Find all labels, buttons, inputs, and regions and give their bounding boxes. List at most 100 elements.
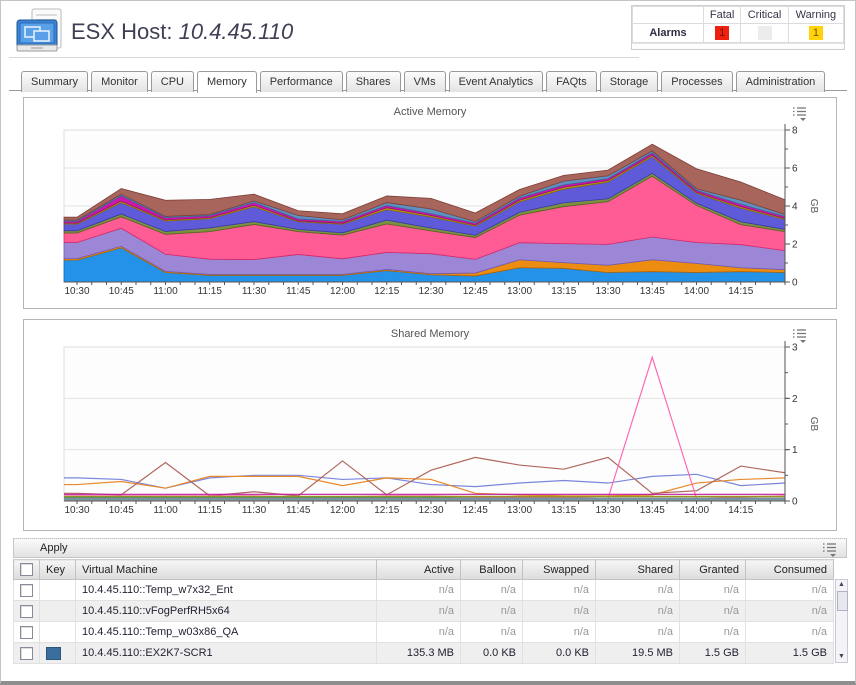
row-checkbox[interactable] bbox=[20, 583, 33, 597]
shared-memory-panel: Shared Memory 10:30 10:45 11:00 11:15 11:30 1… bbox=[23, 319, 837, 531]
scroll-down-icon[interactable]: ▼ bbox=[838, 653, 845, 660]
svg-text:1: 1 bbox=[792, 445, 798, 456]
col-granted: Granted bbox=[679, 559, 746, 580]
svg-text:6: 6 bbox=[792, 164, 798, 175]
svg-text:13:45: 13:45 bbox=[640, 505, 665, 516]
tab-faqts[interactable]: FAQts bbox=[546, 71, 597, 92]
svg-text:10:30: 10:30 bbox=[64, 505, 89, 516]
svg-text:3: 3 bbox=[792, 343, 798, 354]
vm-name: 10.4.45.110::Temp_w03x86_QA bbox=[75, 621, 377, 643]
tab-cpu[interactable]: CPU bbox=[150, 71, 194, 92]
tab-shares[interactable]: Shares bbox=[345, 71, 401, 92]
svg-text:11:45: 11:45 bbox=[286, 505, 311, 516]
vm-name: 10.4.45.110::vFogPerfRH5x64 bbox=[75, 600, 377, 622]
vm-name: 10.4.45.110::Temp_w7x32_Ent bbox=[75, 579, 377, 601]
host-ip: 10.4.45.110 bbox=[178, 19, 294, 44]
svg-text:11:45: 11:45 bbox=[286, 286, 311, 297]
tab-administration[interactable]: Administration bbox=[735, 71, 826, 92]
tab-processes[interactable]: Processes bbox=[661, 71, 733, 92]
tab-summary[interactable]: Summary bbox=[21, 71, 89, 92]
alarms-col-critical: Critical bbox=[740, 6, 789, 24]
vm-memory-table: Key Virtual Machine Active Balloon Swapp… bbox=[13, 559, 834, 664]
col-swapped: Swapped bbox=[522, 559, 596, 580]
table-options-icon[interactable] bbox=[822, 542, 838, 557]
svg-text:12:30: 12:30 bbox=[418, 505, 443, 516]
svg-text:0: 0 bbox=[792, 497, 798, 508]
apply-bar: Apply bbox=[13, 538, 847, 558]
svg-text:12:15: 12:15 bbox=[374, 505, 399, 516]
alarms-col-fatal: Fatal bbox=[702, 6, 742, 24]
active-memory-title: Active Memory bbox=[393, 106, 467, 118]
table-scrollbar[interactable]: ▲ ▼ bbox=[835, 579, 848, 663]
svg-text:2: 2 bbox=[792, 240, 798, 251]
svg-text:10:30: 10:30 bbox=[64, 286, 89, 297]
svg-text:11:00: 11:00 bbox=[153, 286, 178, 297]
svg-text:11:00: 11:00 bbox=[153, 505, 178, 516]
table-header-row: Key Virtual Machine Active Balloon Swapp… bbox=[13, 559, 834, 580]
warning-alarm-badge[interactable]: 1 bbox=[808, 26, 823, 40]
table-row[interactable]: 10.4.45.110::Temp_w03x86_QA n/a n/a n/a … bbox=[13, 621, 834, 643]
svg-text:10:45: 10:45 bbox=[109, 505, 134, 516]
svg-text:13:30: 13:30 bbox=[595, 286, 620, 297]
chart-options-icon[interactable] bbox=[792, 106, 808, 121]
page-title-prefix: ESX Host: bbox=[71, 19, 173, 44]
alarms-widget: Fatal Critical Warning Alarms 1 1 bbox=[631, 5, 845, 50]
svg-text:GB: GB bbox=[808, 199, 819, 214]
tab-vms[interactable]: VMs bbox=[403, 71, 446, 92]
row-checkbox[interactable] bbox=[20, 625, 33, 639]
svg-text:12:00: 12:00 bbox=[330, 286, 355, 297]
svg-text:11:15: 11:15 bbox=[198, 286, 223, 297]
series-key-swatch bbox=[46, 646, 61, 660]
svg-text:0: 0 bbox=[792, 278, 798, 289]
svg-text:14:00: 14:00 bbox=[684, 286, 709, 297]
svg-text:14:15: 14:15 bbox=[728, 286, 753, 297]
svg-text:10:45: 10:45 bbox=[109, 286, 134, 297]
col-balloon: Balloon bbox=[460, 559, 523, 580]
svg-text:13:15: 13:15 bbox=[551, 505, 576, 516]
tab-performance[interactable]: Performance bbox=[259, 71, 343, 92]
active-memory-chart: 10:30 10:45 11:00 11:15 11:30 11:45 12:00 12:15… bbox=[63, 124, 819, 297]
tab-storage[interactable]: Storage bbox=[599, 71, 659, 92]
col-virtual-machine: Virtual Machine bbox=[75, 559, 377, 580]
row-checkbox[interactable] bbox=[20, 604, 33, 618]
shared-memory-chart: 10:30 10:45 11:00 11:15 11:30 11:45 12:00 12:15… bbox=[63, 341, 819, 516]
row-checkbox[interactable] bbox=[20, 646, 33, 660]
vm-name: 10.4.45.110::EX2K7-SCR1 bbox=[75, 642, 377, 664]
svg-text:14:00: 14:00 bbox=[684, 505, 709, 516]
scrollbar-thumb[interactable] bbox=[837, 591, 848, 611]
svg-text:12:15: 12:15 bbox=[374, 286, 399, 297]
alarms-col-warning: Warning bbox=[787, 6, 845, 24]
select-all-checkbox[interactable] bbox=[20, 563, 33, 576]
svg-text:11:15: 11:15 bbox=[198, 505, 223, 516]
svg-text:12:00: 12:00 bbox=[330, 505, 355, 516]
active-memory-panel: Active Memory 10:30 10:45 11:00 11:15 11:30 1… bbox=[23, 97, 837, 309]
tab-bar: Summary Monitor CPU Memory Performance Shares… bbox=[9, 70, 847, 93]
svg-text:13:00: 13:00 bbox=[507, 505, 532, 516]
svg-text:13:15: 13:15 bbox=[551, 286, 576, 297]
col-key: Key bbox=[39, 559, 76, 580]
svg-text:12:30: 12:30 bbox=[418, 286, 443, 297]
table-row[interactable]: 10.4.45.110::EX2K7-SCR1 135.3 MB 0.0 KB … bbox=[13, 642, 834, 664]
svg-text:13:45: 13:45 bbox=[640, 286, 665, 297]
alarms-footer bbox=[632, 43, 844, 49]
tab-memory[interactable]: Memory bbox=[196, 71, 257, 93]
shared-memory-title: Shared Memory bbox=[390, 328, 470, 340]
apply-button[interactable]: Apply bbox=[40, 542, 68, 554]
chart-options-icon[interactable] bbox=[792, 328, 808, 343]
svg-text:14:15: 14:15 bbox=[728, 505, 753, 516]
page-title: ESX Host: 10.4.45.110 bbox=[71, 19, 293, 45]
col-consumed: Consumed bbox=[745, 559, 834, 580]
tab-event-analytics[interactable]: Event Analytics bbox=[448, 71, 544, 92]
table-row[interactable]: 10.4.45.110::Temp_w7x32_Ent n/a n/a n/a … bbox=[13, 579, 834, 601]
svg-text:4: 4 bbox=[792, 202, 798, 213]
col-shared: Shared bbox=[595, 559, 680, 580]
critical-alarm-badge[interactable] bbox=[757, 26, 772, 40]
header-divider bbox=[9, 57, 639, 58]
svg-text:13:30: 13:30 bbox=[595, 505, 620, 516]
table-row[interactable]: 10.4.45.110::vFogPerfRH5x64 n/a n/a n/a … bbox=[13, 600, 834, 622]
svg-text:12:45: 12:45 bbox=[463, 286, 488, 297]
fatal-alarm-badge[interactable]: 1 bbox=[715, 26, 730, 40]
col-active: Active bbox=[376, 559, 461, 580]
scroll-up-icon[interactable]: ▲ bbox=[838, 581, 845, 588]
tab-monitor[interactable]: Monitor bbox=[91, 71, 148, 92]
